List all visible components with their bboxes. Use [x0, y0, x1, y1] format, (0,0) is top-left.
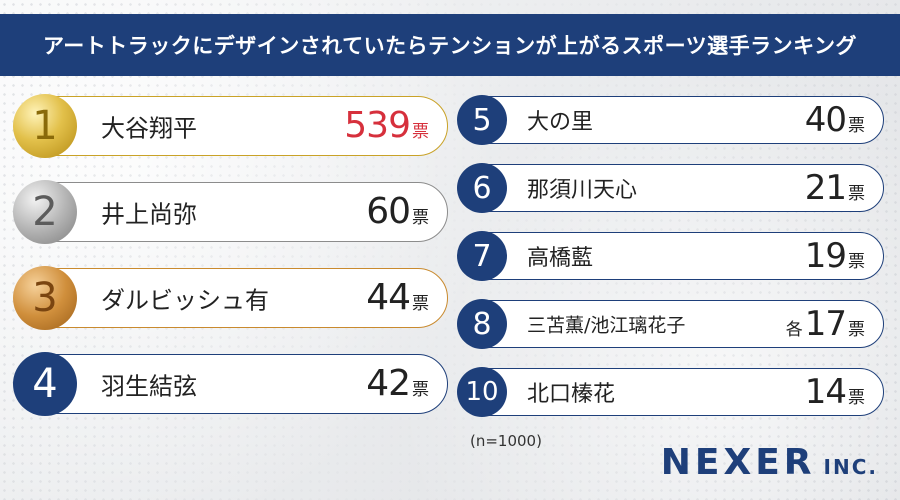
rank-badge: 3	[13, 266, 77, 330]
vote-unit: 票	[848, 116, 865, 136]
vote-number: 17	[804, 304, 847, 344]
logo-sub-text: INC.	[823, 455, 878, 479]
vote-count: 19 票	[805, 239, 865, 273]
rank-badge: 2	[13, 180, 77, 244]
title-banner: アートトラックにデザインされていたらテンションが上がるスポーツ選手ランキング	[0, 14, 900, 76]
vote-number: 19	[804, 236, 847, 276]
ranking-row: 10 北口榛花 14 票	[457, 367, 884, 417]
vote-unit: 票	[848, 252, 865, 272]
sample-size: (n=1000)	[470, 432, 542, 450]
athlete-name: 三苫薫/池江璃花子	[527, 314, 686, 337]
rank-badge: 8	[457, 299, 507, 349]
athlete-name: 羽生結弦	[101, 372, 197, 401]
ranking-row: 2 井上尚弥 60 票	[13, 180, 448, 244]
vote-unit: 票	[412, 294, 429, 314]
vote-count: 44 票	[366, 280, 429, 316]
rank-badge: 6	[457, 163, 507, 213]
vote-unit: 票	[848, 184, 865, 204]
vote-count: 21 票	[805, 171, 865, 205]
vote-number: 14	[804, 372, 847, 412]
vote-number: 40	[804, 100, 847, 140]
rank-badge: 7	[457, 231, 507, 281]
athlete-name: 大の里	[527, 110, 594, 135]
athlete-name: 北口榛花	[527, 382, 616, 407]
vote-prefix: 各	[785, 320, 803, 340]
athlete-name: 大谷翔平	[101, 114, 197, 143]
chart-title: アートトラックにデザインされていたらテンションが上がるスポーツ選手ランキング	[42, 34, 858, 58]
ranking-row: 7 高橋藍 19 票	[457, 231, 884, 281]
athlete-name: 井上尚弥	[101, 200, 197, 229]
ranking-row: 4 羽生結弦 42 票	[13, 352, 448, 416]
ranking-row: 6 那須川天心 21 票	[457, 163, 884, 213]
rank-badge: 1	[13, 94, 77, 158]
vote-number: 539	[344, 105, 411, 146]
logo-main-text: NEXER	[660, 442, 816, 483]
ranking-row: 8 三苫薫/池江璃花子 各 17 票	[457, 299, 884, 349]
rank-badge: 4	[13, 352, 77, 416]
rank-badge: 5	[457, 95, 507, 145]
vote-unit: 票	[848, 320, 865, 340]
vote-number: 42	[366, 363, 411, 404]
ranking-row: 5 大の里 40 票	[457, 95, 884, 145]
vote-count: 60 票	[366, 194, 429, 230]
vote-unit: 票	[848, 388, 865, 408]
vote-count: 各 17 票	[786, 307, 865, 341]
vote-number: 21	[804, 168, 847, 208]
ranking-row: 1 大谷翔平 539 票	[13, 94, 448, 158]
athlete-name: ダルビッシュ有	[101, 286, 269, 315]
ranking-row: 3 ダルビッシュ有 44 票	[13, 266, 448, 330]
athlete-name: 那須川天心	[527, 178, 638, 203]
vote-count: 14 票	[805, 375, 865, 409]
athlete-name: 高橋藍	[527, 246, 594, 271]
nexer-logo: NEXER INC.	[661, 442, 878, 483]
vote-unit: 票	[412, 122, 429, 142]
vote-count: 539 票	[344, 108, 429, 144]
vote-count: 40 票	[805, 103, 865, 137]
vote-count: 42 票	[366, 366, 429, 402]
vote-number: 44	[366, 277, 411, 318]
vote-unit: 票	[412, 380, 429, 400]
vote-unit: 票	[412, 208, 429, 228]
vote-number: 60	[366, 191, 411, 232]
rank-badge: 10	[457, 367, 507, 417]
